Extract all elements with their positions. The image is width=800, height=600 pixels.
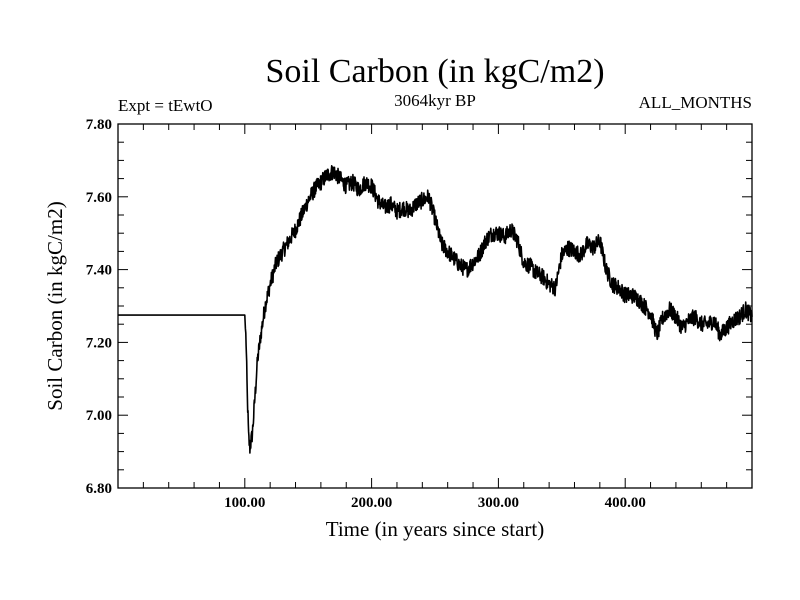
y-tick-label: 7.20 <box>86 335 112 351</box>
tick-labels: 100.00 200.00 300.00 400.00 6.80 7.00 7.20 7.40… <box>86 117 646 511</box>
y-tick-label: 7.60 <box>86 190 112 206</box>
soil-carbon-series-line <box>118 165 753 454</box>
x-tick-label: 200.00 <box>351 495 392 511</box>
x-axis-label: Time (in years since start) <box>326 517 545 541</box>
y-axis-label: Soil Carbon (in kgC/m2) <box>43 201 67 410</box>
plot-frame <box>117 123 753 489</box>
y-tick-label: 6.80 <box>86 481 112 497</box>
experiment-label: Expt = tEwtO <box>118 96 213 115</box>
time-period-label: 3064kyr BP <box>394 91 476 110</box>
y-tick-label: 7.00 <box>86 408 112 424</box>
series-layer <box>118 165 753 454</box>
y-tick-label: 7.80 <box>86 117 112 133</box>
months-label: ALL_MONTHS <box>639 93 752 112</box>
axis-ticks <box>118 124 752 488</box>
x-tick-label: 100.00 <box>224 495 265 511</box>
x-tick-label: 300.00 <box>478 495 519 511</box>
x-tick-label: 400.00 <box>605 495 646 511</box>
chart-title: Soil Carbon (in kgC/m2) <box>265 53 604 90</box>
y-tick-label: 7.40 <box>86 263 112 279</box>
